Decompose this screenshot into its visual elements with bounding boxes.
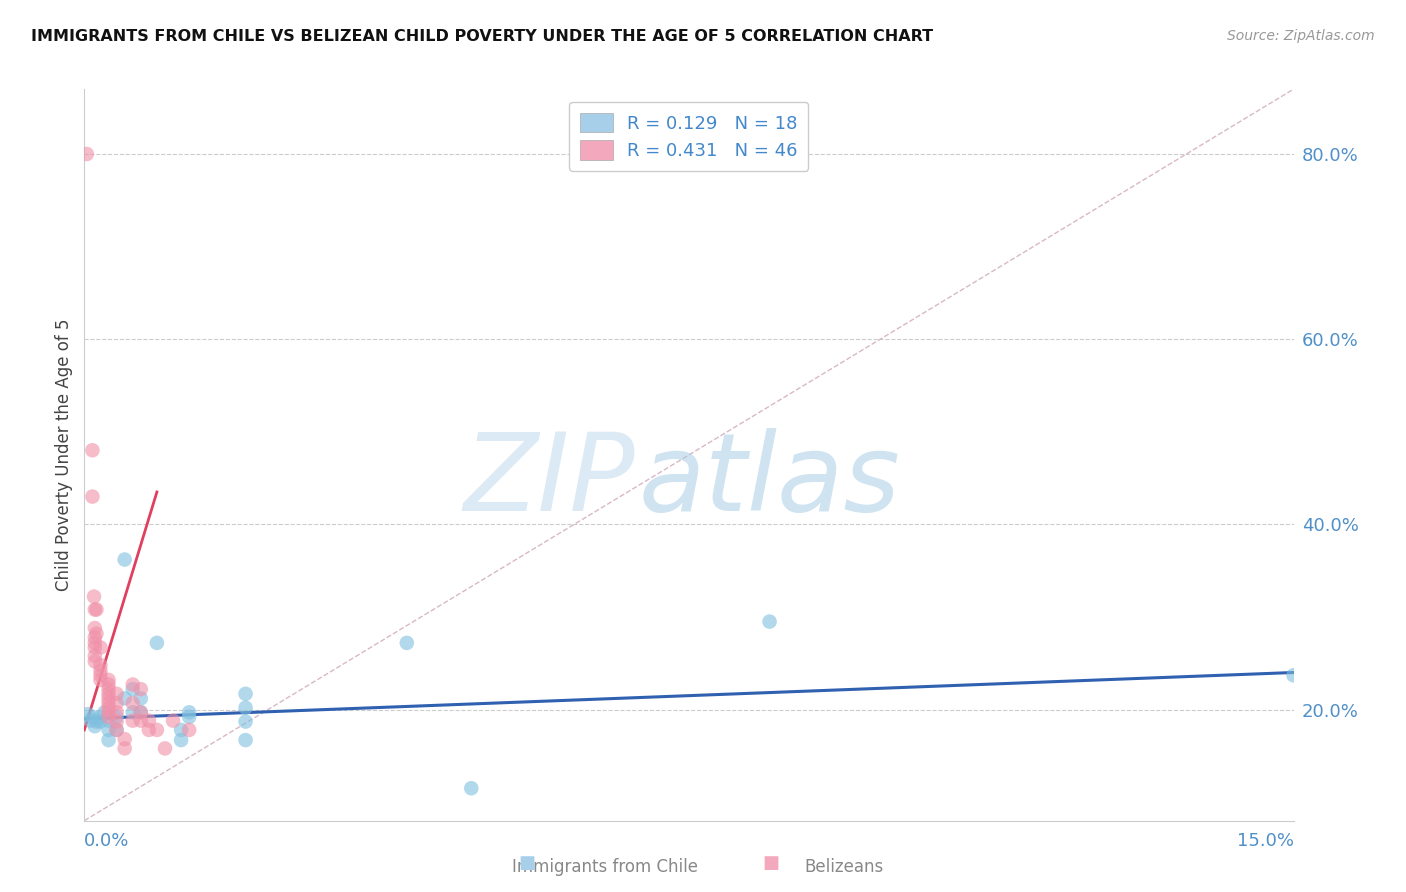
- Text: Immigrants from Chile: Immigrants from Chile: [512, 858, 697, 876]
- Point: [97, 677, 120, 691]
- Point: [97, 691, 120, 706]
- Point: [83, 719, 105, 733]
- Point: [1282, 668, 1305, 682]
- Point: [114, 732, 136, 747]
- Y-axis label: Child Poverty Under the Age of 5: Child Poverty Under the Age of 5: [55, 318, 73, 591]
- Point: [105, 687, 128, 701]
- Point: [97, 682, 120, 697]
- Point: [138, 714, 160, 728]
- Point: [76, 147, 98, 161]
- Point: [179, 710, 201, 724]
- Point: [97, 714, 120, 728]
- Point: [86, 714, 108, 729]
- Text: atlas: atlas: [638, 428, 900, 533]
- Point: [114, 741, 136, 756]
- Point: [114, 691, 136, 706]
- Text: Belizeans: Belizeans: [804, 858, 883, 876]
- Point: [89, 664, 111, 678]
- Point: [235, 714, 257, 729]
- Point: [82, 490, 104, 504]
- Point: [395, 636, 418, 650]
- Point: [89, 640, 111, 655]
- Point: [146, 636, 169, 650]
- Point: [89, 658, 111, 673]
- Text: 0.0%: 0.0%: [84, 831, 129, 850]
- Point: [129, 691, 152, 706]
- Point: [121, 682, 143, 697]
- Legend: R = 0.129   N = 18, R = 0.431   N = 46: R = 0.129 N = 18, R = 0.431 N = 46: [569, 102, 808, 170]
- Point: [83, 636, 105, 650]
- Point: [105, 714, 128, 729]
- Text: ■: ■: [762, 855, 779, 872]
- Point: [89, 673, 111, 687]
- Text: 15.0%: 15.0%: [1236, 831, 1294, 850]
- Point: [170, 723, 193, 737]
- Point: [86, 626, 108, 640]
- Point: [80, 714, 103, 728]
- Point: [86, 602, 108, 616]
- Point: [93, 706, 115, 720]
- Point: [82, 443, 104, 458]
- Point: [83, 630, 105, 644]
- Point: [89, 710, 111, 724]
- Point: [758, 615, 780, 629]
- Point: [105, 706, 128, 720]
- Point: [97, 696, 120, 710]
- Point: [460, 781, 482, 796]
- Point: [89, 668, 111, 682]
- Point: [129, 714, 152, 728]
- Text: IMMIGRANTS FROM CHILE VS BELIZEAN CHILD POVERTY UNDER THE AGE OF 5 CORRELATION C: IMMIGRANTS FROM CHILE VS BELIZEAN CHILD …: [31, 29, 934, 44]
- Point: [89, 714, 111, 729]
- Point: [129, 682, 152, 697]
- Point: [170, 733, 193, 747]
- Text: ■: ■: [519, 855, 536, 872]
- Point: [121, 706, 143, 720]
- Point: [121, 696, 143, 710]
- Point: [76, 707, 98, 722]
- Point: [97, 700, 120, 714]
- Point: [162, 714, 184, 728]
- Point: [105, 696, 128, 710]
- Point: [235, 687, 257, 701]
- Point: [179, 723, 201, 737]
- Point: [105, 710, 128, 724]
- Point: [121, 677, 143, 691]
- Text: ZIP: ZIP: [463, 428, 634, 533]
- Point: [105, 723, 128, 737]
- Point: [83, 621, 105, 635]
- Point: [83, 602, 105, 616]
- Point: [129, 706, 152, 720]
- Point: [97, 673, 120, 687]
- Point: [105, 723, 128, 737]
- Point: [129, 706, 152, 720]
- Point: [235, 733, 257, 747]
- Point: [97, 706, 120, 720]
- Point: [83, 590, 105, 604]
- Point: [97, 710, 120, 724]
- Point: [179, 706, 201, 720]
- Point: [97, 733, 120, 747]
- Point: [235, 700, 257, 714]
- Point: [83, 654, 105, 668]
- Point: [146, 723, 169, 737]
- Point: [83, 640, 105, 655]
- Point: [97, 723, 120, 737]
- Text: Source: ZipAtlas.com: Source: ZipAtlas.com: [1227, 29, 1375, 43]
- Point: [114, 552, 136, 566]
- Point: [97, 687, 120, 701]
- Point: [153, 741, 176, 756]
- Point: [121, 714, 143, 728]
- Point: [82, 710, 104, 724]
- Point: [138, 723, 160, 737]
- Point: [83, 648, 105, 663]
